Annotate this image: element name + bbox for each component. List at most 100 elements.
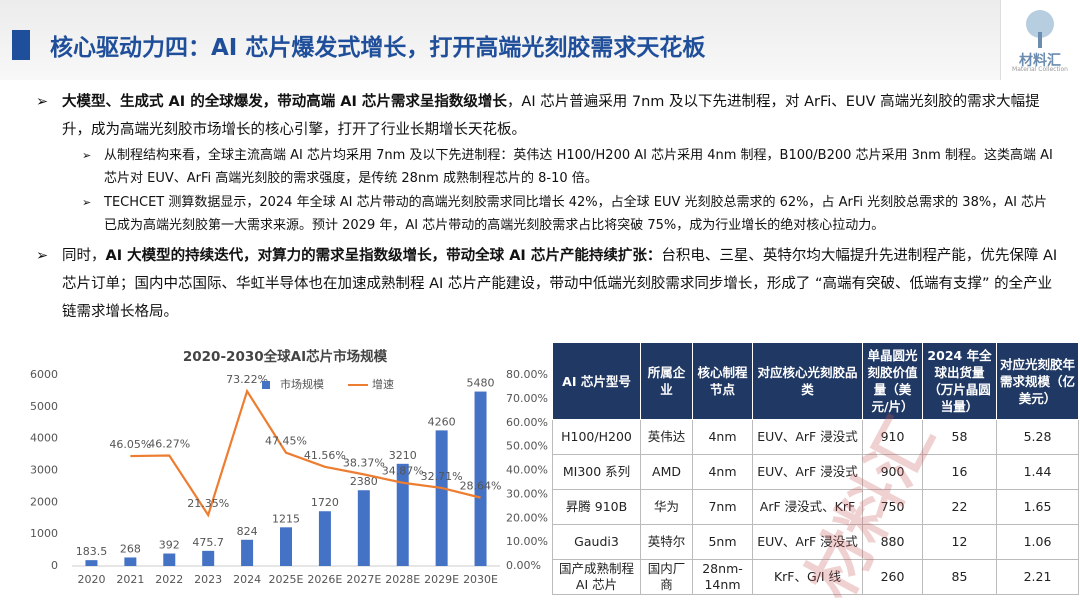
y2-tick-label: 10.00%	[506, 535, 548, 548]
line-label: 47.45%	[265, 435, 307, 448]
bar	[85, 560, 98, 566]
x-tick-label: 2026E	[307, 573, 342, 586]
line-label: 28.64%	[460, 480, 502, 493]
bullet-text: ，AI 芯片普遍采用 7nm 及以下先进制程，对 ArFi、EUV 高端光刻胶的…	[62, 94, 1040, 138]
bar	[241, 539, 254, 566]
table-cell: 4nm	[692, 454, 753, 490]
y-tick-label: 6000	[30, 368, 58, 381]
table-cell: AMD	[640, 454, 693, 490]
line-label: 38.37%	[343, 456, 385, 469]
bar-label: 2380	[350, 475, 378, 488]
table-cell: 1.06	[996, 524, 1079, 560]
table-cell: 5.28	[996, 419, 1079, 455]
bar	[280, 527, 292, 566]
y2-tick-label: 40.00%	[506, 464, 548, 477]
line-label: 32.71%	[421, 470, 463, 483]
table-cell: EUV、ArF 浸没式	[752, 524, 863, 560]
y2-tick-label: 70.00%	[506, 392, 548, 405]
logo-text: 材料汇	[1019, 53, 1061, 69]
x-tick-label: 2020	[77, 573, 105, 586]
table-row: 昇腾 910B 华为 7nm ArF 浸没式、KrF 750 22 1.65	[552, 489, 1079, 525]
y-tick-label: 5000	[30, 400, 58, 413]
table-cell: 22	[922, 489, 997, 525]
table-cell: 国内厂商	[640, 559, 693, 595]
header-cell: 核心制程节点	[692, 342, 753, 420]
table-row: MI300 系列 AMD 4nm EUV、ArF 浸没式 900 16 1.44	[552, 454, 1079, 490]
y-tick-label: 4000	[30, 432, 58, 445]
bar	[396, 463, 409, 566]
legend-label: 市场规模	[280, 377, 324, 391]
line	[130, 388, 481, 518]
bar	[474, 391, 487, 566]
table-cell: 4nm	[692, 419, 753, 455]
bullet-lead: 同时，	[62, 248, 106, 264]
data-table: AI 芯片型号 所属企业 核心制程节点 对应核心光刻胶品类 单晶圆光刻胶价值量（美元/片…	[552, 342, 1079, 595]
table-cell: 国产成熟制程 AI 芯片	[552, 559, 641, 595]
bar-label: 3210	[389, 449, 417, 462]
header-cell: 对应核心光刻胶品类	[752, 342, 863, 420]
sub-bullet: ➢ 从制程结构来看，全球主流高端 AI 芯片均采用 7nm 及以下先进制程：英伟达…	[82, 148, 1053, 186]
header-cell: 单晶圆光刻胶价值量（美元/片）	[862, 342, 923, 420]
bar-label: 183.5	[76, 545, 108, 558]
table-row: 国产成熟制程 AI 芯片 国内厂商 28nm-14nm KrF、G/I 线 260 85 2…	[552, 559, 1079, 595]
y2-tick-label: 60.00%	[506, 416, 548, 429]
sub-bullet-text: 从制程结构来看，全球主流高端 AI 芯片均采用 7nm 及以下先进制程：英伟达 …	[104, 148, 1053, 186]
bar	[202, 550, 215, 566]
slide-title: 核心驱动力四：AI 芯片爆发式增长，打开高端光刻胶需求天花板	[50, 35, 706, 61]
table-cell: 58	[922, 419, 997, 455]
sub-bullet: ➢ TECHCET 测算数据显示，2024 年全球 AI 芯片带动的高端光刻胶需求…	[82, 195, 1048, 233]
y2-tick-label: 80.00%	[506, 368, 548, 381]
chart-title: 2020-2030全球AI芯片市场规模	[183, 348, 388, 365]
header-cell: 所属企业	[640, 342, 693, 420]
x-tick-label: 2022	[155, 573, 183, 586]
bar-label: 1720	[311, 496, 339, 509]
table-row: H100/H200 英伟达 4nm EUV、ArF 浸没式 910 58 5.28	[552, 419, 1079, 455]
y2-tick-label: 20.00%	[506, 511, 548, 524]
line-label: 46.27%	[148, 438, 190, 451]
y2-tick-label: 30.00%	[506, 487, 548, 500]
title-bar: 核心驱动力四：AI 芯片爆发式增长，打开高端光刻胶需求天花板	[0, 0, 1000, 80]
y-tick-label: 2000	[30, 495, 58, 508]
title-mark	[12, 30, 30, 60]
table-cell: 5nm	[692, 524, 753, 560]
y2-tick-label: 0.00%	[506, 559, 541, 572]
bullet: ➢ 大模型、生成式 AI 的全球爆发，带动高端 AI 芯片需求呈指数级增长，AI …	[36, 94, 1040, 138]
chart: 2020-2030全球AI芯片市场规模 0 1000 2000 3000 4000 500…	[30, 348, 548, 586]
x-tick-label: 2028E	[385, 573, 420, 586]
table-cell: 12	[922, 524, 997, 560]
legend-label: 增速	[372, 377, 394, 391]
bar	[357, 490, 370, 566]
table-cell: 英特尔	[640, 524, 693, 560]
table-cell: EUV、ArF 浸没式	[752, 454, 863, 490]
table-cell: 880	[862, 524, 923, 560]
table-cell: 2.21	[996, 559, 1079, 595]
sub-bullet-text: TECHCET 测算数据显示，2024 年全球 AI 芯片带动的高端光刻胶需求同…	[104, 195, 1048, 233]
bar-label: 1215	[272, 512, 300, 525]
line-label: 34.87%	[382, 465, 424, 478]
table-body: H100/H200 英伟达 4nm EUV、ArF 浸没式 910 58 5.28 MI300…	[552, 419, 1079, 595]
x-tick-label: 2024	[233, 573, 261, 586]
x-tick-label: 2030E	[463, 573, 498, 586]
x-tick-label: 2021	[116, 573, 144, 586]
table-cell: ArF 浸没式、KrF	[752, 489, 863, 525]
line-label: 73.22%	[226, 373, 268, 386]
table-cell: EUV、ArF 浸没式	[752, 419, 863, 455]
header-cell: 对应光刻胶年需求规模（亿美元）	[996, 342, 1079, 420]
bar-label: 4260	[428, 415, 456, 428]
table-cell: 英伟达	[640, 419, 693, 455]
logo-icon	[1026, 10, 1054, 48]
table-cell: 昇腾 910B	[552, 489, 641, 525]
table-cell: 7nm	[692, 489, 753, 525]
bar-label: 268	[120, 542, 141, 555]
legend-swatch	[262, 381, 270, 389]
bullet-bold: 大模型、生成式 AI 的全球爆发，带动高端 AI 芯片需求呈指数级增长	[62, 94, 507, 110]
header-cell: 2024 年全球出货量（万片晶圆当量）	[922, 342, 997, 420]
bar-label: 475.7	[192, 536, 224, 549]
x-tick-label: 2029E	[424, 573, 459, 586]
table-cell: Gaudi3	[552, 524, 641, 560]
table-cell: 85	[922, 559, 997, 595]
table-cell: 16	[922, 454, 997, 490]
y-tick-label: 3000	[30, 464, 58, 477]
table-cell: 900	[862, 454, 923, 490]
